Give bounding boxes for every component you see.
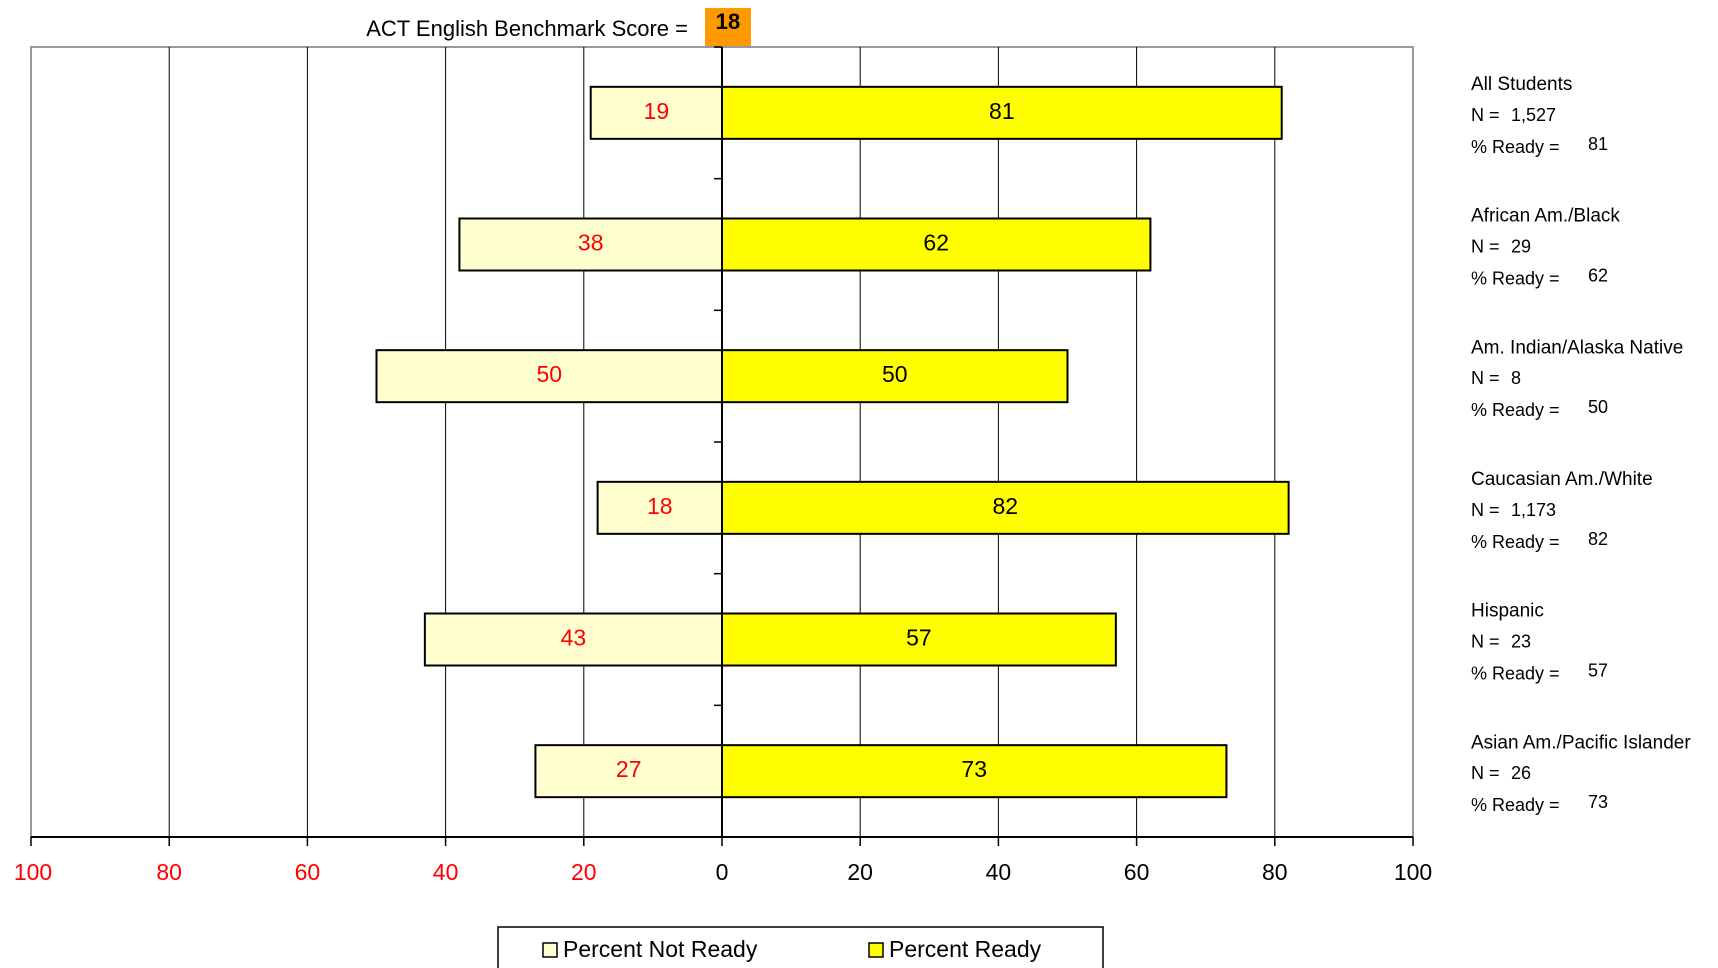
group-n-label: N = [1471,105,1500,125]
group-n-value: 23 [1511,631,1531,651]
benchmark-value: 18 [716,9,740,34]
group-n-value: 1,173 [1511,500,1556,520]
group-name: All Students [1471,74,1572,95]
x-tick-label: 20 [847,859,873,885]
bars: 19 81 38 62 50 50 18 82 43 57 27 73 [375,85,1290,799]
data-label-not-ready: 19 [644,98,670,124]
data-label-ready: 73 [961,756,987,782]
group-ready-value: 82 [1588,529,1608,549]
x-tick-label: 0 [716,859,729,885]
x-tick-label: 60 [1124,859,1150,885]
group-n-value: 1,527 [1511,105,1556,125]
group-n-value: 26 [1511,763,1531,783]
group-ready-label: % Ready = [1471,400,1560,420]
bar-not-ready [534,744,723,799]
group-name: African Am./Black [1471,206,1620,227]
group-name: Caucasian Am./White [1471,469,1653,490]
legend-swatch-ready [868,942,884,958]
group-name: Hispanic [1471,601,1544,622]
x-tick-labels: 100 80 60 40 20 0 20 40 60 80 100 [14,859,1432,885]
group-name: Am. Indian/Alaska Native [1471,337,1683,358]
group-ready-label: % Ready = [1471,268,1560,288]
bar-ready [721,744,1228,799]
bar-ready [721,85,1283,140]
bar-not-ready [375,349,723,404]
x-tick-label: 60 [295,859,321,885]
data-label-not-ready: 18 [647,493,673,519]
chart-title: ACT English Benchmark Score = [366,16,688,41]
axes [30,46,1414,846]
benchmark-badge [705,8,751,48]
group-ready-label: % Ready = [1471,663,1560,683]
x-tick-label: 100 [1394,859,1432,885]
grid-lines [168,47,1276,837]
group-name: Asian Am./Pacific Islander [1471,732,1691,753]
group-ready-value: 73 [1588,792,1608,812]
legend-box [497,926,1104,968]
group-ready-value: 50 [1588,397,1608,417]
data-label-ready: 57 [906,625,932,651]
data-label-ready: 50 [882,361,908,387]
legend-label-not-ready: Percent Not Ready [563,936,758,962]
group-ready-value: 62 [1588,265,1608,285]
data-label-not-ready: 43 [561,625,587,651]
x-tick-label: 40 [986,859,1012,885]
bar-not-ready [589,85,724,140]
data-label-ready: 82 [993,493,1019,519]
bar-ready [721,349,1069,404]
data-label-ready: 62 [923,230,949,256]
data-label-not-ready: 27 [616,756,642,782]
group-annotations: All Students N = 1,527 % Ready = 81 African A… [1471,74,1691,815]
bar-ready [721,480,1290,535]
group-n-value: 8 [1511,368,1521,388]
x-tick-label: 20 [571,859,597,885]
bar-ready [721,217,1152,272]
bar-ready [721,612,1117,667]
group-n-label: N = [1471,500,1500,520]
data-label-ready: 81 [989,98,1015,124]
group-ready-label: % Ready = [1471,137,1560,157]
group-n-label: N = [1471,631,1500,651]
data-label-not-ready: 38 [578,230,604,256]
group-ready-label: % Ready = [1471,532,1560,552]
group-ready-value: 57 [1588,660,1608,680]
group-n-label: N = [1471,368,1500,388]
x-tick-label: 80 [1262,859,1288,885]
bar-not-ready [596,480,723,535]
legend-label-ready: Percent Ready [889,936,1042,962]
data-label-not-ready: 50 [536,361,562,387]
group-n-label: N = [1471,763,1500,783]
group-ready-value: 81 [1588,134,1608,154]
group-ready-label: % Ready = [1471,795,1560,815]
x-tick-label: 40 [433,859,459,885]
legend: Percent Not Ready Percent Ready [497,926,1104,968]
x-tick-label: 100 [14,859,52,885]
legend-swatch-not-ready [542,942,558,958]
group-n-value: 29 [1511,236,1531,256]
x-tick-label: 80 [156,859,182,885]
group-n-label: N = [1471,236,1500,256]
